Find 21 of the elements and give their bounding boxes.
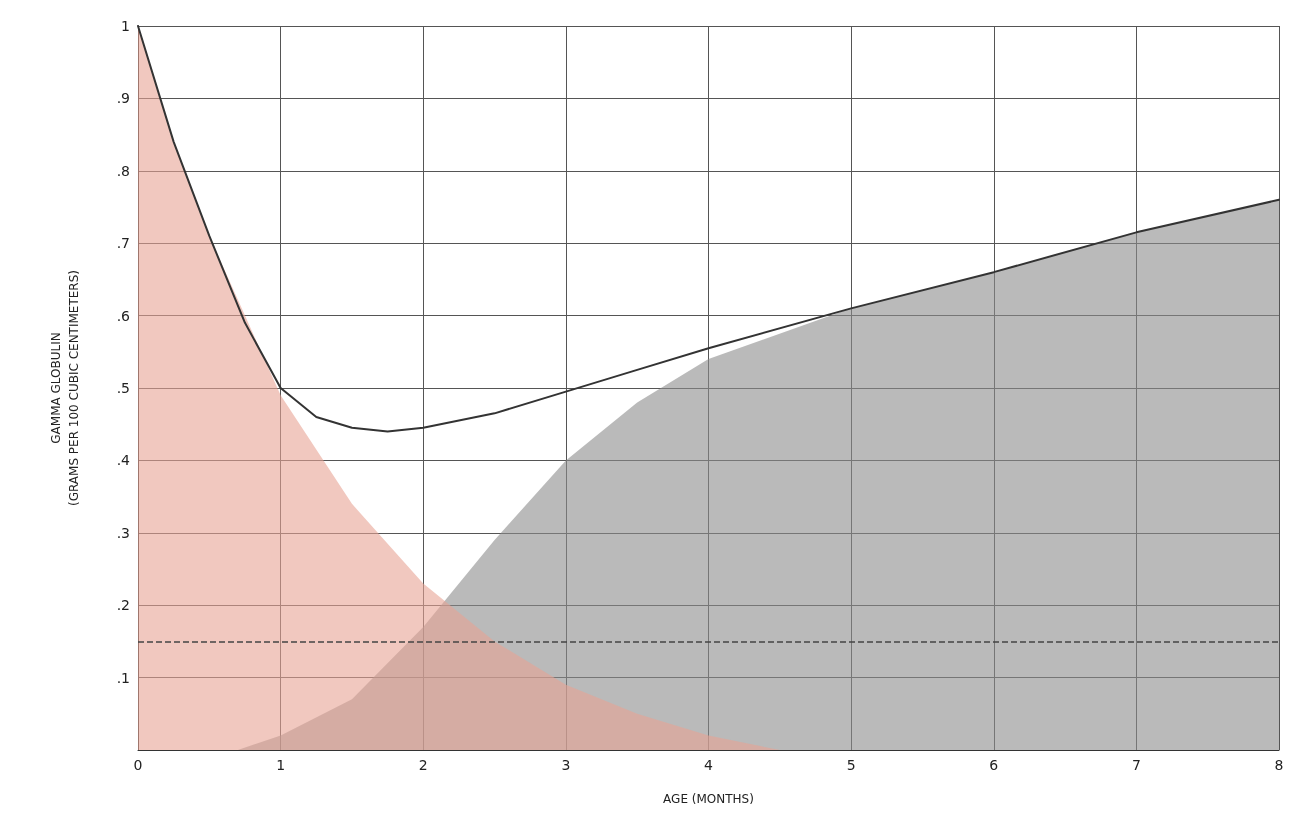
x-tick-label: 1	[276, 757, 286, 773]
y-tick-label: .2	[116, 597, 130, 614]
x-tick-label: 4	[704, 757, 714, 773]
y-tick-label: .8	[116, 162, 130, 179]
x-tick-label: 6	[989, 757, 999, 773]
x-tick-label: 7	[1131, 757, 1141, 773]
y-tick-label: .3	[116, 524, 130, 541]
x-tick-label: 3	[561, 757, 571, 773]
y-tick-label: .6	[116, 307, 131, 324]
x-tick-label: 0	[133, 757, 143, 773]
y-axis-title: GAMMA GLOBULIN (GRAMS PER 100 CUBIC CENTIMETERS)	[49, 270, 81, 506]
x-tick-label: 8	[1274, 757, 1284, 773]
y-tick-label: .4	[116, 452, 131, 469]
y-tick-label: .7	[116, 235, 130, 252]
y-tick-label: .9	[116, 90, 130, 107]
x-tick-label: 2	[418, 757, 428, 773]
y-tick-label: .5	[116, 380, 130, 396]
y-tick-label: .1	[116, 669, 130, 686]
y-tick-label: 1	[121, 18, 130, 34]
x-axis-title: AGE (MONTHS)	[663, 792, 754, 806]
x-tick-label: 5	[846, 757, 856, 773]
